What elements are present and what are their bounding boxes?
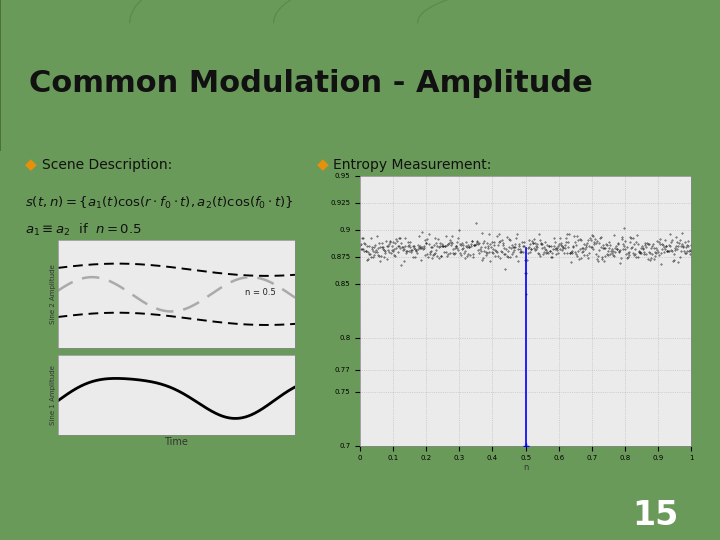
X-axis label: n: n [523, 463, 528, 471]
Text: ◆: ◆ [317, 157, 328, 172]
Text: n = 0.5: n = 0.5 [246, 288, 276, 296]
Text: Entropy Measurement:: Entropy Measurement: [333, 158, 492, 172]
Text: Common Modulation - Amplitude: Common Modulation - Amplitude [29, 69, 593, 98]
X-axis label: Time: Time [164, 437, 189, 448]
Y-axis label: Sine 1 Amplitude: Sine 1 Amplitude [50, 365, 56, 425]
Text: ◆: ◆ [25, 157, 37, 172]
Y-axis label: Sine 2 Amplitude: Sine 2 Amplitude [50, 265, 56, 324]
Text: 15: 15 [632, 499, 678, 532]
Text: $a_1 \equiv a_2$  if  $n = 0.5$: $a_1 \equiv a_2$ if $n = 0.5$ [25, 221, 142, 238]
Text: $s(t,n) = \{a_1(t)\cos(r \cdot f_0 \cdot t), a_2(t)\cos(f_0 \cdot t)\}$: $s(t,n) = \{a_1(t)\cos(r \cdot f_0 \cdot… [25, 194, 294, 211]
Text: Scene Description:: Scene Description: [42, 158, 172, 172]
